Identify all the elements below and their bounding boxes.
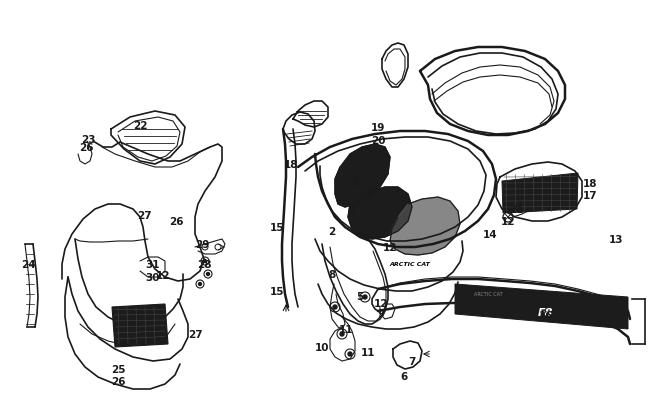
Text: 8: 8 — [328, 269, 335, 279]
Text: 16: 16 — [539, 310, 553, 320]
Text: 12: 12 — [500, 216, 515, 226]
Text: 12: 12 — [374, 298, 388, 308]
Text: 21: 21 — [509, 205, 523, 215]
Text: 18: 18 — [583, 179, 597, 189]
Text: 27: 27 — [188, 329, 202, 339]
Text: ARCTIC CAT: ARCTIC CAT — [474, 292, 502, 297]
Text: 31: 31 — [146, 259, 161, 269]
Text: 12: 12 — [383, 243, 397, 252]
Circle shape — [203, 260, 207, 263]
Text: 22: 22 — [133, 121, 148, 131]
Text: 24: 24 — [21, 259, 35, 269]
Text: 25: 25 — [111, 364, 125, 374]
Circle shape — [333, 305, 337, 309]
Text: 14: 14 — [483, 230, 497, 239]
Text: 26: 26 — [111, 376, 125, 386]
Polygon shape — [348, 188, 412, 239]
Circle shape — [348, 352, 352, 356]
Polygon shape — [335, 145, 390, 207]
Text: 28: 28 — [197, 259, 211, 269]
Text: 27: 27 — [136, 211, 151, 220]
Text: ARCTIC CAT: ARCTIC CAT — [389, 262, 430, 267]
Polygon shape — [502, 174, 578, 213]
Text: 15: 15 — [270, 286, 284, 296]
Text: F8: F8 — [538, 307, 552, 317]
Circle shape — [207, 273, 209, 276]
Text: 12: 12 — [156, 270, 170, 280]
Text: 3: 3 — [348, 205, 356, 215]
Text: 11: 11 — [361, 347, 375, 357]
Polygon shape — [390, 198, 460, 256]
Text: 23: 23 — [81, 135, 96, 145]
Text: 19: 19 — [370, 123, 385, 133]
Text: 5: 5 — [356, 291, 363, 301]
Circle shape — [340, 332, 344, 336]
Text: 10: 10 — [315, 342, 330, 352]
Text: 26: 26 — [169, 216, 183, 226]
Text: 6: 6 — [400, 371, 408, 381]
Text: 30: 30 — [146, 272, 161, 282]
Text: 2: 2 — [328, 226, 335, 237]
Polygon shape — [455, 284, 628, 329]
Text: 17: 17 — [582, 190, 597, 200]
Circle shape — [198, 283, 202, 286]
Text: 20: 20 — [370, 136, 385, 146]
Text: 13: 13 — [609, 234, 623, 244]
Circle shape — [363, 295, 367, 299]
Text: 18: 18 — [284, 160, 298, 170]
Polygon shape — [112, 304, 168, 347]
Text: 9: 9 — [378, 308, 385, 318]
Text: 7: 7 — [408, 356, 416, 366]
Text: 4: 4 — [367, 188, 374, 198]
Text: 1: 1 — [352, 177, 359, 188]
Text: 29: 29 — [195, 239, 209, 249]
Text: 11: 11 — [339, 324, 353, 334]
Text: 26: 26 — [79, 143, 93, 153]
Text: 15: 15 — [270, 222, 284, 232]
